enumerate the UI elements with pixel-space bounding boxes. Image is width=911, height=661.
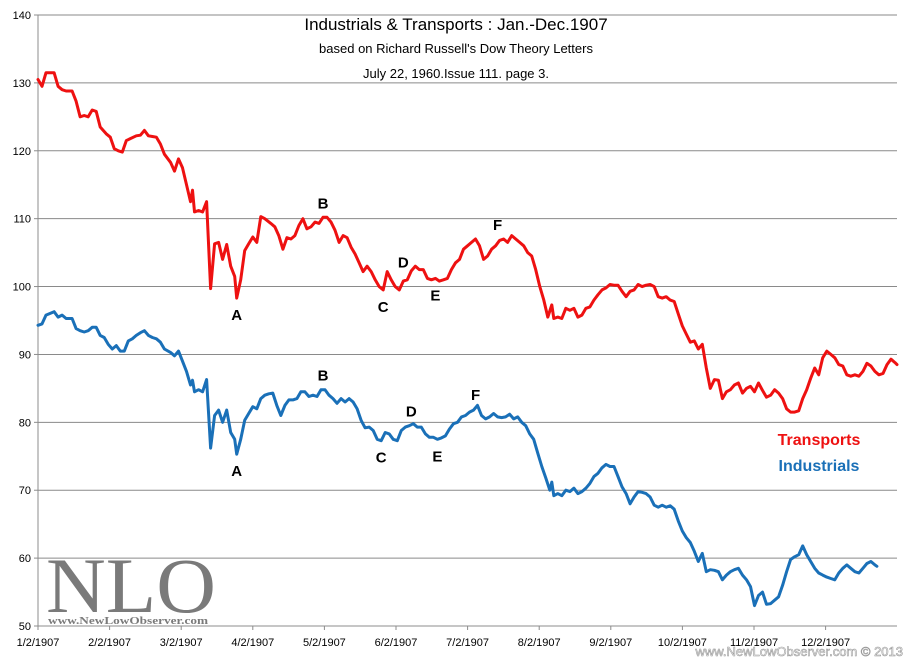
annotation-f-transports: F (493, 217, 502, 234)
y-tick-label: 70 (19, 485, 31, 497)
y-axis-ticks: 50 60 70 80 90 100 110 120 130 140 (13, 10, 38, 633)
annotation-a-transports: A (231, 307, 242, 324)
annotations: A B C D E F A B C D E F (231, 195, 502, 480)
chart-subtitle-1: based on Richard Russell's Dow Theory Le… (319, 41, 593, 56)
series-line-transports (36, 71, 899, 414)
annotation-d-industrials: D (406, 404, 417, 421)
annotation-b-industrials: B (318, 368, 329, 385)
series-lines (36, 71, 899, 608)
x-tick-label: 8/2/1907 (518, 637, 561, 649)
y-tick-label: 140 (13, 10, 31, 22)
x-tick-label: 12/2/1907 (801, 637, 850, 649)
x-axis-ticks: 1/2/1907 2/2/1907 3/2/1907 4/2/1907 5/2/1907… (17, 626, 850, 649)
annotation-d-transports: D (398, 254, 409, 271)
annotation-e-transports: E (430, 287, 440, 304)
annotation-c-industrials: C (376, 450, 387, 467)
series-line-industrials (36, 310, 879, 608)
annotation-b-transports: B (318, 195, 329, 212)
x-tick-label: 9/2/1907 (589, 637, 632, 649)
y-tick-label: 100 (13, 282, 31, 294)
x-tick-label: 3/2/1907 (160, 637, 203, 649)
x-tick-label: 2/2/1907 (88, 637, 131, 649)
annotation-e-industrials: E (432, 448, 442, 465)
x-tick-label: 10/2/1907 (658, 637, 707, 649)
legend: Transports Industrials (778, 432, 861, 475)
annotation-c-transports: C (378, 299, 389, 316)
legend-transports: Transports (778, 432, 861, 449)
x-tick-label: 11/2/1907 (730, 637, 778, 649)
y-tick-label: 60 (19, 553, 31, 565)
y-tick-label: 80 (19, 417, 31, 429)
nlo-logo: NLO www.NewLowObserver.com (46, 542, 216, 629)
y-tick-label: 50 (19, 621, 31, 633)
x-tick-label: 7/2/1907 (446, 637, 489, 649)
logo-text: NLO (46, 542, 216, 629)
x-tick-label: 4/2/1907 (231, 637, 274, 649)
annotation-a-industrials: A (231, 463, 242, 480)
logo-url: www.NewLowObserver.com (48, 616, 208, 627)
legend-industrials: Industrials (779, 458, 860, 475)
y-tick-label: 110 (13, 214, 31, 226)
y-tick-label: 130 (13, 78, 31, 90)
y-tick-label: 90 (19, 349, 31, 361)
copyright-watermark: www.NewLowObserver.com © 2013 (694, 644, 903, 659)
gridlines (38, 14, 897, 559)
annotation-f-industrials: F (471, 387, 480, 404)
x-tick-label: 5/2/1907 (303, 637, 346, 649)
axes (37, 15, 897, 627)
x-tick-label: 1/2/1907 (17, 637, 60, 649)
chart-title: Industrials & Transports : Jan.-Dec.1907 (304, 15, 607, 34)
chart-subtitle-2: July 22, 1960.Issue 111. page 3. (363, 66, 549, 81)
x-tick-label: 6/2/1907 (375, 637, 418, 649)
y-tick-label: 120 (13, 146, 31, 158)
